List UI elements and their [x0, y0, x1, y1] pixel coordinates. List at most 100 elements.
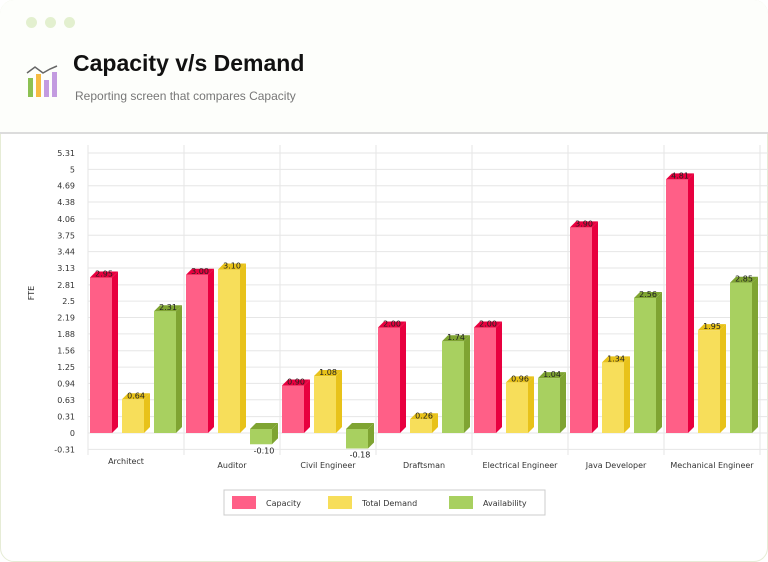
- bar-capacity[interactable]: [282, 385, 304, 433]
- bar-total-demand[interactable]: [314, 376, 336, 433]
- bar-capacity[interactable]: [666, 179, 688, 433]
- bar-availability[interactable]: [442, 341, 464, 433]
- report-header: Capacity v/s Demand Reporting screen tha…: [0, 0, 768, 134]
- y-tick-label: 4.06: [57, 215, 75, 224]
- y-tick-label: 0.63: [57, 396, 75, 405]
- data-label: 2.00: [479, 320, 497, 329]
- bar-side: [208, 268, 214, 433]
- bar-capacity[interactable]: [474, 327, 496, 433]
- data-label: 0.90: [287, 378, 305, 387]
- y-tick-label: 2.81: [57, 281, 75, 290]
- bar-capacity[interactable]: [378, 327, 400, 433]
- legend-label[interactable]: Availability: [483, 499, 527, 508]
- bar-top: [602, 356, 630, 363]
- bar-total-demand[interactable]: [122, 399, 144, 433]
- y-tick-label: 5.31: [57, 149, 75, 158]
- bar-top: [474, 321, 502, 328]
- y-tick-label: 0: [70, 429, 75, 438]
- bar-top: [570, 221, 598, 228]
- bar-availability[interactable]: [730, 282, 752, 433]
- y-tick-label: 0.94: [57, 379, 75, 388]
- bar-side: [144, 393, 150, 433]
- bar-availability[interactable]: [250, 429, 272, 445]
- x-tick-label: Java Developer: [585, 461, 647, 470]
- legend-label[interactable]: Total Demand: [361, 499, 417, 508]
- bar-side: [656, 292, 662, 433]
- y-tick-label: 3.75: [57, 231, 75, 240]
- bar-top: [442, 335, 470, 342]
- x-tick-label: Auditor: [217, 461, 247, 470]
- bar-total-demand[interactable]: [698, 330, 720, 433]
- bar-total-demand[interactable]: [506, 382, 528, 433]
- bar-side: [304, 379, 310, 433]
- data-label: 2.00: [383, 320, 401, 329]
- data-label: 2.95: [95, 269, 113, 278]
- data-label: -0.10: [254, 446, 275, 455]
- bar-top: [186, 268, 214, 275]
- x-tick-label: Mechanical Engineer: [670, 461, 754, 470]
- bar-side: [240, 263, 246, 433]
- bar-top: [698, 324, 726, 331]
- bar-top: [410, 413, 438, 420]
- bar-total-demand[interactable]: [218, 269, 240, 433]
- bar-availability[interactable]: [538, 378, 560, 433]
- bar-top: [154, 305, 182, 312]
- bar-side: [432, 413, 438, 433]
- bar-side: [368, 423, 374, 449]
- data-label: 3.00: [191, 267, 209, 276]
- window-dot: [45, 17, 56, 28]
- y-tick-label: 1.56: [57, 347, 75, 356]
- bar-side: [528, 376, 534, 433]
- bar-capacity[interactable]: [570, 227, 592, 433]
- bar-side: [560, 372, 566, 433]
- bar-availability[interactable]: [634, 298, 656, 433]
- data-label: -0.18: [350, 450, 371, 459]
- x-tick-label: Electrical Engineer: [483, 461, 559, 470]
- y-tick-label: 5: [70, 165, 75, 174]
- bar-total-demand[interactable]: [410, 419, 432, 433]
- data-label: 1.08: [319, 368, 337, 377]
- bar-total-demand[interactable]: [602, 362, 624, 433]
- data-label: 1.95: [703, 322, 721, 331]
- y-tick-label: -0.31: [54, 445, 75, 454]
- bar-side: [496, 321, 502, 433]
- bar-side: [752, 276, 758, 433]
- bar-top: [250, 423, 278, 429]
- bar-side: [176, 305, 182, 433]
- page-subtitle: Reporting screen that compares Capacity: [75, 89, 296, 103]
- data-label: 1.34: [607, 354, 625, 363]
- bar-side: [720, 324, 726, 433]
- window-dot: [64, 17, 75, 28]
- x-tick-label: Draftsman: [403, 461, 445, 470]
- bar-availability[interactable]: [154, 311, 176, 433]
- bar-top: [346, 423, 374, 429]
- y-tick-label: 1.88: [57, 330, 75, 339]
- legend-swatch[interactable]: [449, 496, 473, 509]
- data-label: 2.31: [159, 303, 177, 312]
- y-tick-label: 4.38: [57, 198, 75, 207]
- page-title: Capacity v/s Demand: [73, 50, 305, 76]
- bar-side: [400, 321, 406, 433]
- bar-side: [624, 356, 630, 433]
- bar-capacity[interactable]: [90, 277, 112, 433]
- data-label: 1.74: [447, 333, 465, 342]
- bar-top: [666, 173, 694, 180]
- legend-swatch[interactable]: [232, 496, 256, 509]
- x-tick-label: Civil Engineer: [300, 461, 356, 470]
- bar-availability[interactable]: [346, 429, 368, 449]
- bar-top: [314, 370, 342, 377]
- y-tick-label: 2.5: [62, 297, 75, 306]
- y-tick-label: 0.31: [57, 413, 75, 422]
- y-tick-label: 3.13: [57, 264, 75, 273]
- bar-side: [464, 335, 470, 433]
- bar-top: [506, 376, 534, 383]
- data-label: 2.56: [639, 290, 657, 299]
- y-axis-label: FTE: [27, 286, 36, 300]
- data-label: 2.85: [735, 275, 753, 284]
- data-label: 0.96: [511, 374, 529, 383]
- legend-swatch[interactable]: [328, 496, 352, 509]
- bar-capacity[interactable]: [186, 274, 208, 433]
- legend-label[interactable]: Capacity: [266, 499, 301, 508]
- y-tick-label: 1.25: [57, 363, 75, 372]
- y-tick-label: 2.19: [57, 314, 75, 323]
